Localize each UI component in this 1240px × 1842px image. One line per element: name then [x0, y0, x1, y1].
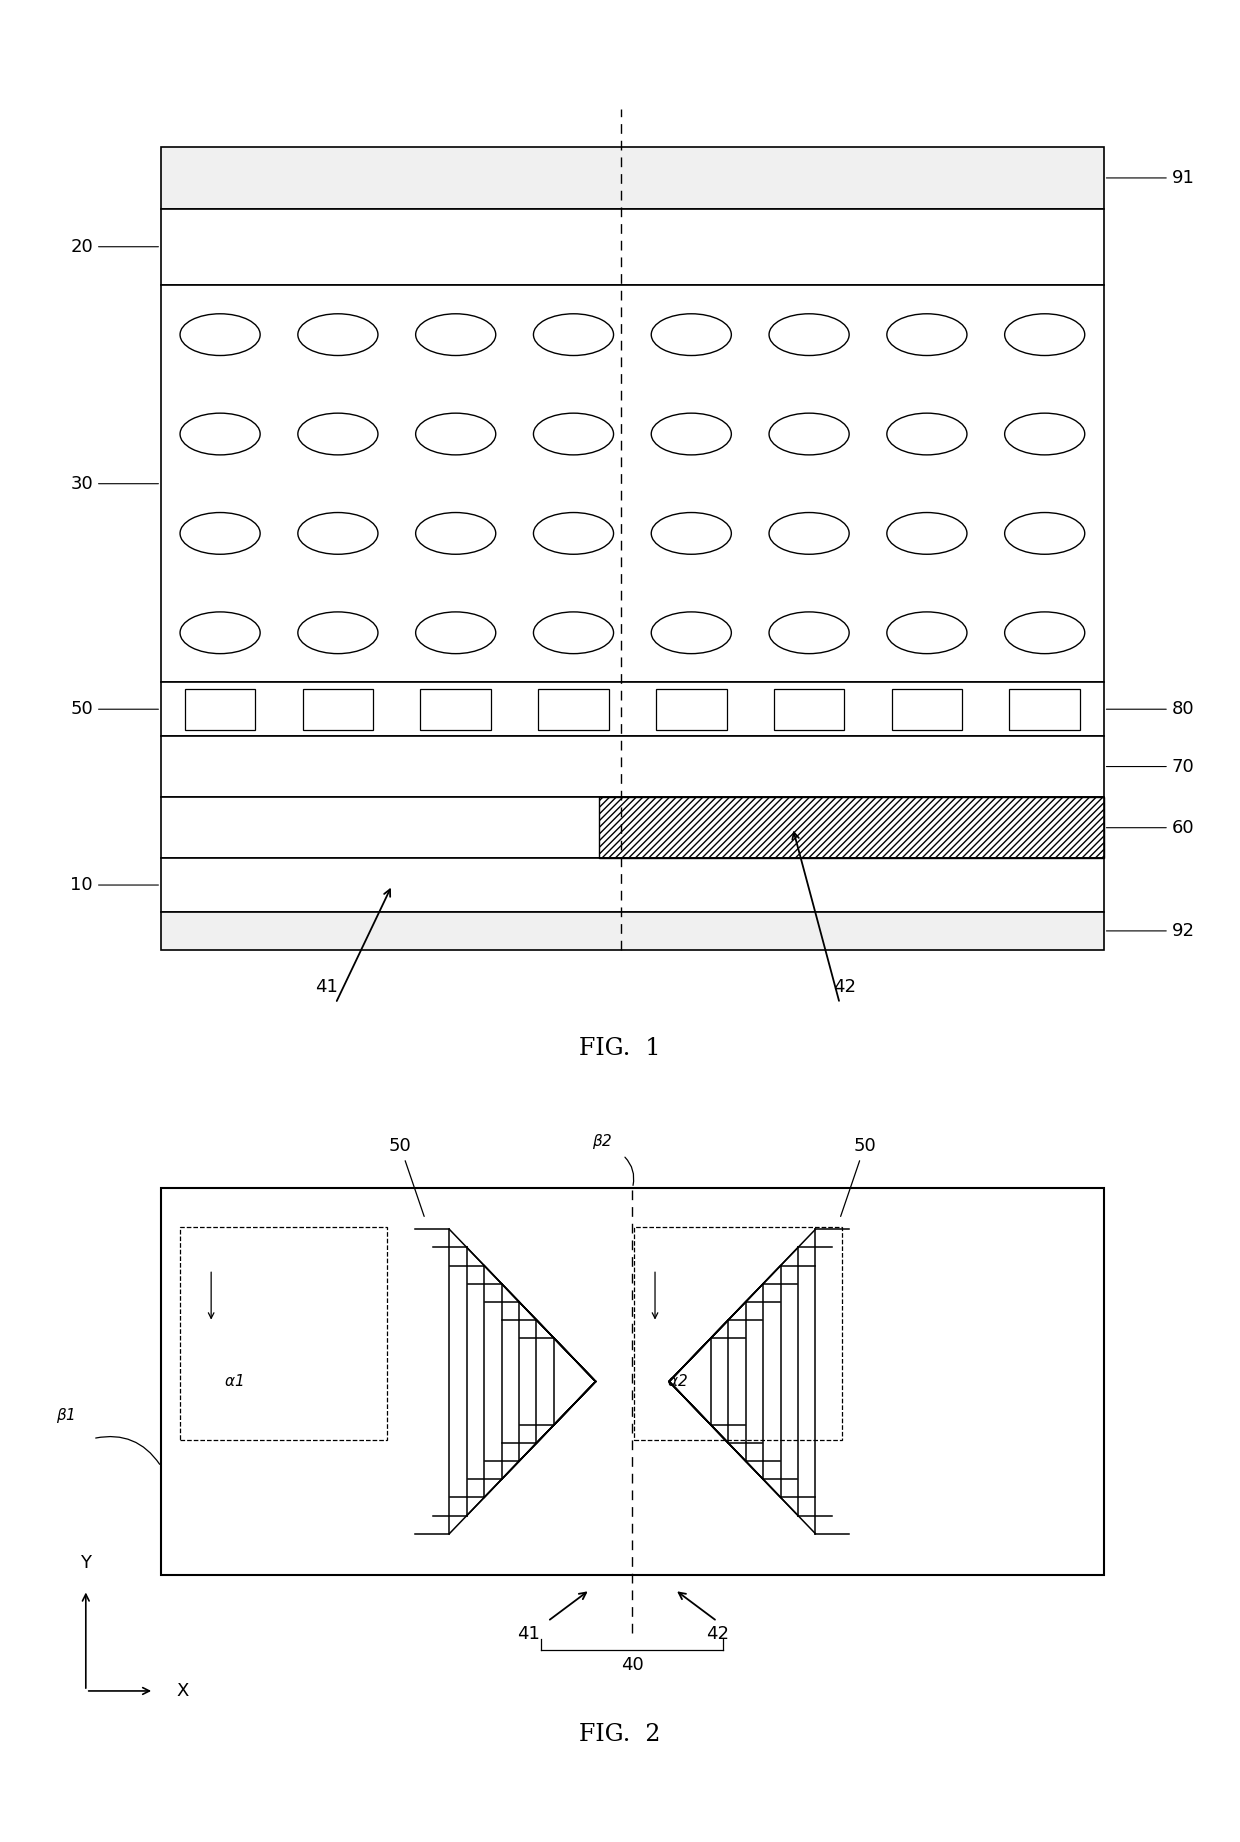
Bar	[420, 689, 491, 729]
Bar	[161, 682, 1104, 737]
Text: 42: 42	[833, 978, 856, 997]
Bar	[635, 1227, 842, 1440]
Text: X: X	[176, 1682, 188, 1700]
Bar	[161, 1188, 1104, 1575]
Bar	[892, 689, 962, 729]
Text: 91: 91	[1106, 169, 1194, 186]
Bar	[161, 798, 1104, 858]
Bar	[774, 689, 844, 729]
Text: 70: 70	[1106, 757, 1194, 775]
Bar	[303, 689, 373, 729]
Text: 41: 41	[517, 1625, 541, 1643]
Bar	[161, 286, 1104, 683]
Text: Y: Y	[81, 1553, 92, 1571]
Text: $\beta$2: $\beta$2	[591, 1133, 613, 1151]
Text: FIG.  2: FIG. 2	[579, 1722, 661, 1746]
Text: $\beta$1: $\beta$1	[56, 1405, 74, 1426]
Text: 92: 92	[1106, 921, 1195, 939]
Bar	[180, 1227, 387, 1440]
Text: 10: 10	[71, 877, 159, 893]
Bar	[656, 689, 727, 729]
Bar	[599, 798, 1104, 858]
Text: FIG.  1: FIG. 1	[579, 1037, 661, 1059]
Bar	[185, 689, 255, 729]
Text: 80: 80	[1106, 700, 1194, 718]
Bar	[161, 147, 1104, 208]
Text: 30: 30	[71, 475, 159, 492]
Text: 50: 50	[389, 1137, 424, 1216]
Text: 41: 41	[315, 978, 337, 997]
Text: 50: 50	[841, 1137, 875, 1216]
Text: 42: 42	[706, 1625, 729, 1643]
Bar	[538, 689, 609, 729]
Text: 40: 40	[621, 1656, 644, 1674]
Text: 50: 50	[71, 700, 159, 718]
Text: 60: 60	[1106, 818, 1194, 836]
Text: $\alpha$2: $\alpha$2	[667, 1374, 688, 1389]
Text: 20: 20	[71, 238, 159, 256]
Bar	[161, 208, 1104, 286]
Bar	[1009, 689, 1080, 729]
Bar	[161, 858, 1104, 912]
Text: $\alpha$1: $\alpha$1	[223, 1374, 243, 1389]
Bar	[161, 737, 1104, 798]
Bar	[161, 912, 1104, 950]
